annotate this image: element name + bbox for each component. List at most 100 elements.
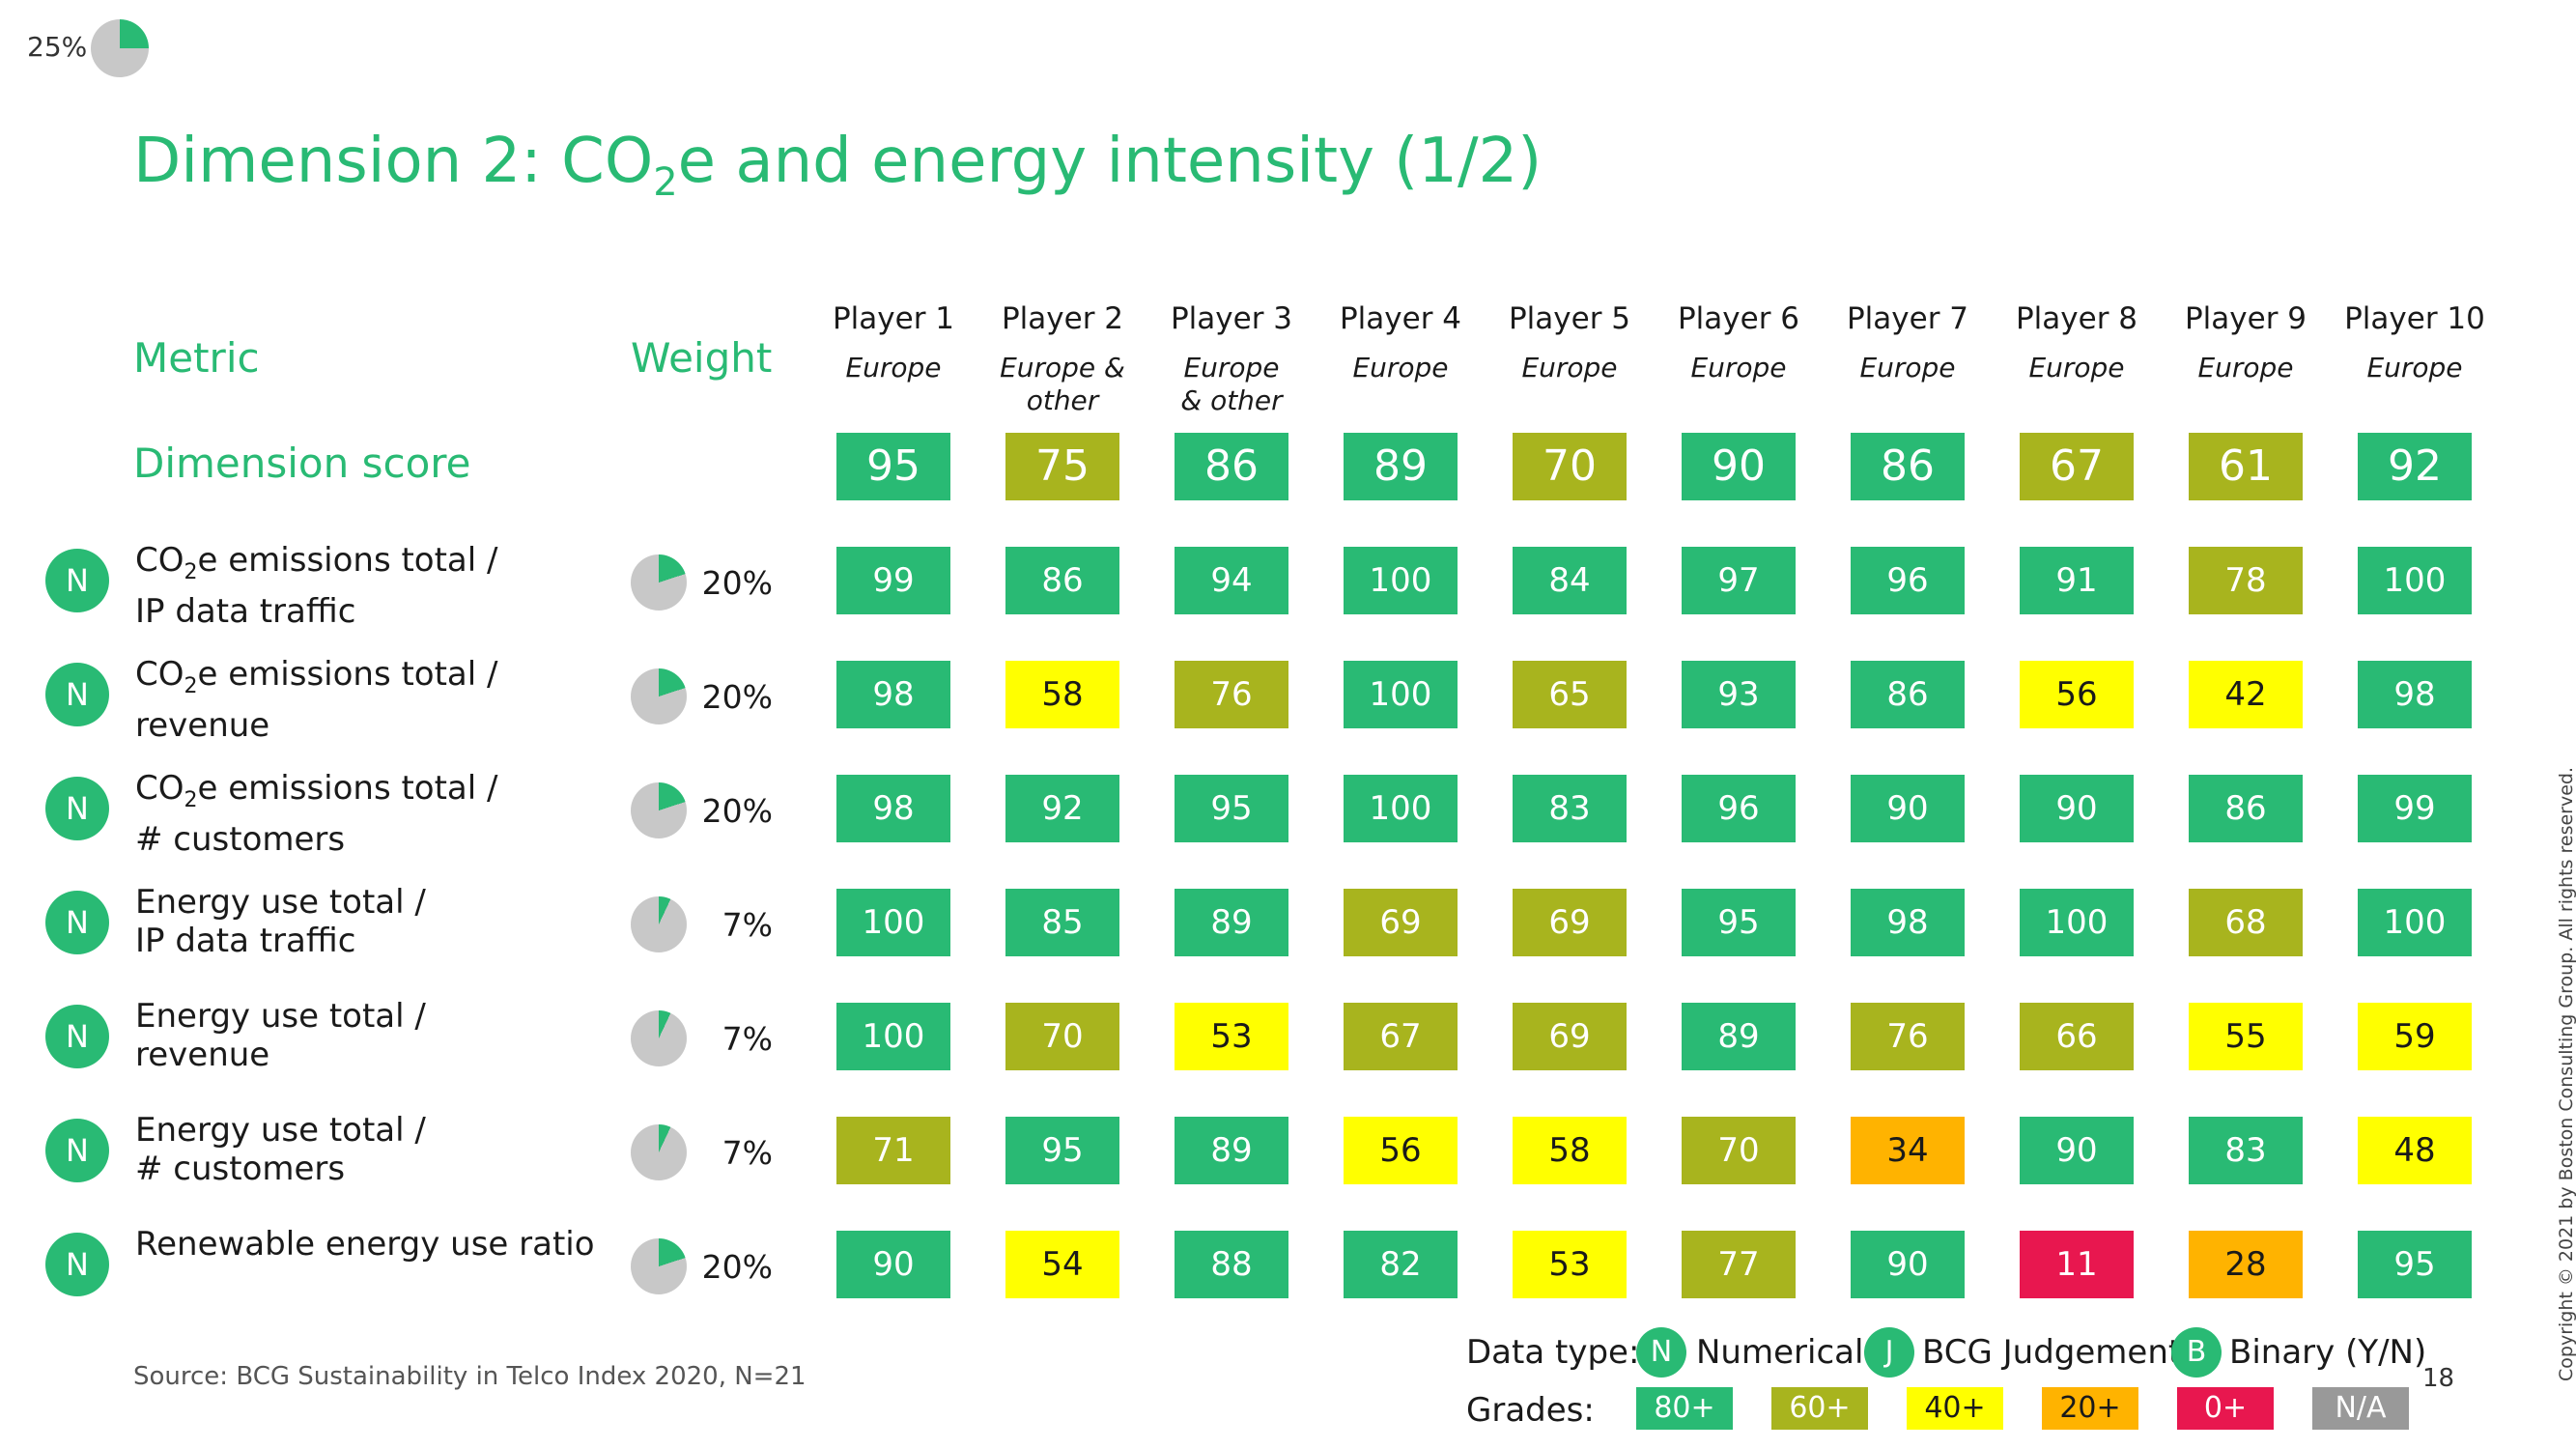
metric-score-cell: 100: [1344, 547, 1458, 614]
dimension-score-cell: 75: [1005, 433, 1119, 500]
metric-label-text: CO: [135, 769, 184, 808]
grades-label: Grades:: [1466, 1391, 1595, 1430]
binary-badge-icon: B: [2171, 1327, 2222, 1378]
metric-label: CO2e emissions total / # customers: [135, 769, 497, 859]
weight-pie-icon: [631, 1124, 687, 1180]
metric-score-cell: 98: [2358, 661, 2472, 728]
weight-value: 20%: [701, 792, 773, 830]
grade-legend-item: 80+: [1636, 1387, 1733, 1430]
metric-label: Renewable energy use ratio: [135, 1225, 595, 1264]
metric-label: CO2e emissions total / IP data traffic: [135, 541, 497, 631]
numerical-type-badge-icon: N: [45, 891, 109, 954]
metric-score-cell: 95: [1682, 889, 1796, 956]
metric-score-cell: 90: [836, 1231, 950, 1298]
player-name: Player 8: [2015, 301, 2138, 336]
progress-label: 25%: [27, 31, 88, 63]
data-type-label: Data type:: [1466, 1333, 1640, 1372]
metric-score-cell: 56: [1344, 1117, 1458, 1184]
weight-value: 20%: [701, 1248, 773, 1286]
player-region: Europe & other: [1180, 352, 1283, 416]
metric-label-line1: Energy use total /: [135, 883, 426, 922]
metric-label-subscript: 2: [184, 673, 198, 698]
metric-score-cell: 58: [1513, 1117, 1627, 1184]
page-number: 18: [2422, 1364, 2455, 1393]
metric-score-cell: 69: [1513, 1003, 1627, 1070]
copyright-note: Copyright © 2021 by Boston Consulting Gr…: [2556, 766, 2576, 1381]
metric-label: Energy use total / revenue: [135, 997, 426, 1074]
metric-score-cell: 55: [2189, 1003, 2303, 1070]
metric-label-text: Energy use total /: [135, 997, 426, 1036]
metric-score-cell: 65: [1513, 661, 1627, 728]
metric-label-text: e emissions total /: [197, 541, 498, 580]
player-name: Player 6: [1677, 301, 1800, 336]
grade-legend-item: N/A: [2312, 1387, 2409, 1430]
metric-score-cell: 95: [1175, 775, 1288, 842]
metric-score-cell: 89: [1175, 1117, 1288, 1184]
metric-score-cell: 99: [836, 547, 950, 614]
player-region: Europe: [1859, 352, 1956, 384]
numerical-type-badge-icon: N: [45, 777, 109, 840]
metric-score-cell: 70: [1682, 1117, 1796, 1184]
title-part: Dimension 2: CO: [133, 126, 654, 197]
metric-label-text: Energy use total /: [135, 1111, 426, 1150]
weight-value: 7%: [722, 906, 773, 944]
metric-label-text: CO: [135, 541, 184, 580]
dimension-score-cell: 61: [2189, 433, 2303, 500]
metric-score-cell: 76: [1851, 1003, 1965, 1070]
metric-label-line1: Renewable energy use ratio: [135, 1225, 595, 1264]
metric-score-cell: 100: [2358, 547, 2472, 614]
metric-score-cell: 100: [2020, 889, 2134, 956]
player-name: Player 1: [832, 301, 955, 336]
dimension-score-cell: 89: [1344, 433, 1458, 500]
metric-score-cell: 86: [1005, 547, 1119, 614]
weight-pie-icon: [631, 896, 687, 952]
metric-score-cell: 96: [1682, 775, 1796, 842]
dimension-score-cell: 86: [1175, 433, 1288, 500]
judgement-badge-icon: J: [1864, 1327, 1914, 1378]
player-region: Europe: [1690, 352, 1787, 384]
judgement-label: BCG Judgement: [1922, 1333, 2182, 1372]
dimension-score-cell: 90: [1682, 433, 1796, 500]
player-region: Europe & other: [1000, 352, 1125, 416]
metric-label-subscript: 2: [184, 787, 198, 812]
metric-score-cell: 42: [2189, 661, 2303, 728]
weight-pie-icon: [631, 1010, 687, 1066]
player-region: Europe: [2028, 352, 2125, 384]
title-subscript: 2: [653, 159, 678, 205]
numerical-type-badge-icon: N: [45, 1119, 109, 1182]
metric-header: Metric: [133, 334, 260, 382]
metric-score-cell: 58: [1005, 661, 1119, 728]
numerical-type-badge-icon: N: [45, 1233, 109, 1296]
metric-score-cell: 82: [1344, 1231, 1458, 1298]
metric-score-cell: 90: [1851, 1231, 1965, 1298]
metric-score-cell: 70: [1005, 1003, 1119, 1070]
metric-score-cell: 98: [836, 775, 950, 842]
metric-label: CO2e emissions total / revenue: [135, 655, 497, 745]
page-title: Dimension 2: CO2e and energy intensity (…: [133, 126, 1542, 205]
metric-score-cell: 84: [1513, 547, 1627, 614]
weight-header: Weight: [631, 334, 773, 382]
numerical-type-badge-icon: N: [45, 549, 109, 612]
weight-pie-icon: [631, 668, 687, 724]
progress-pie-icon: [91, 19, 149, 77]
weight-pie-icon: [631, 1238, 687, 1294]
metric-score-cell: 100: [1344, 661, 1458, 728]
numerical-badge-icon: N: [1636, 1327, 1686, 1378]
metric-score-cell: 67: [1344, 1003, 1458, 1070]
dimension-score-cell: 70: [1513, 433, 1627, 500]
metric-score-cell: 89: [1682, 1003, 1796, 1070]
player-name: Player 9: [2184, 301, 2307, 336]
metric-label: Energy use total / IP data traffic: [135, 883, 426, 960]
numerical-type-badge-icon: N: [45, 663, 109, 726]
metric-score-cell: 91: [2020, 547, 2134, 614]
metric-label-line1: Energy use total /: [135, 997, 426, 1036]
metric-score-cell: 68: [2189, 889, 2303, 956]
metric-score-cell: 76: [1175, 661, 1288, 728]
metric-label-line1: Energy use total /: [135, 1111, 426, 1150]
player-name: Player 4: [1339, 301, 1462, 336]
metric-label-line2: IP data traffic: [135, 922, 356, 960]
dimension-score-cell: 95: [836, 433, 950, 500]
grade-legend-item: 60+: [1771, 1387, 1868, 1430]
metric-score-cell: 83: [1513, 775, 1627, 842]
metric-label-line1: CO2e emissions total /: [135, 655, 497, 706]
